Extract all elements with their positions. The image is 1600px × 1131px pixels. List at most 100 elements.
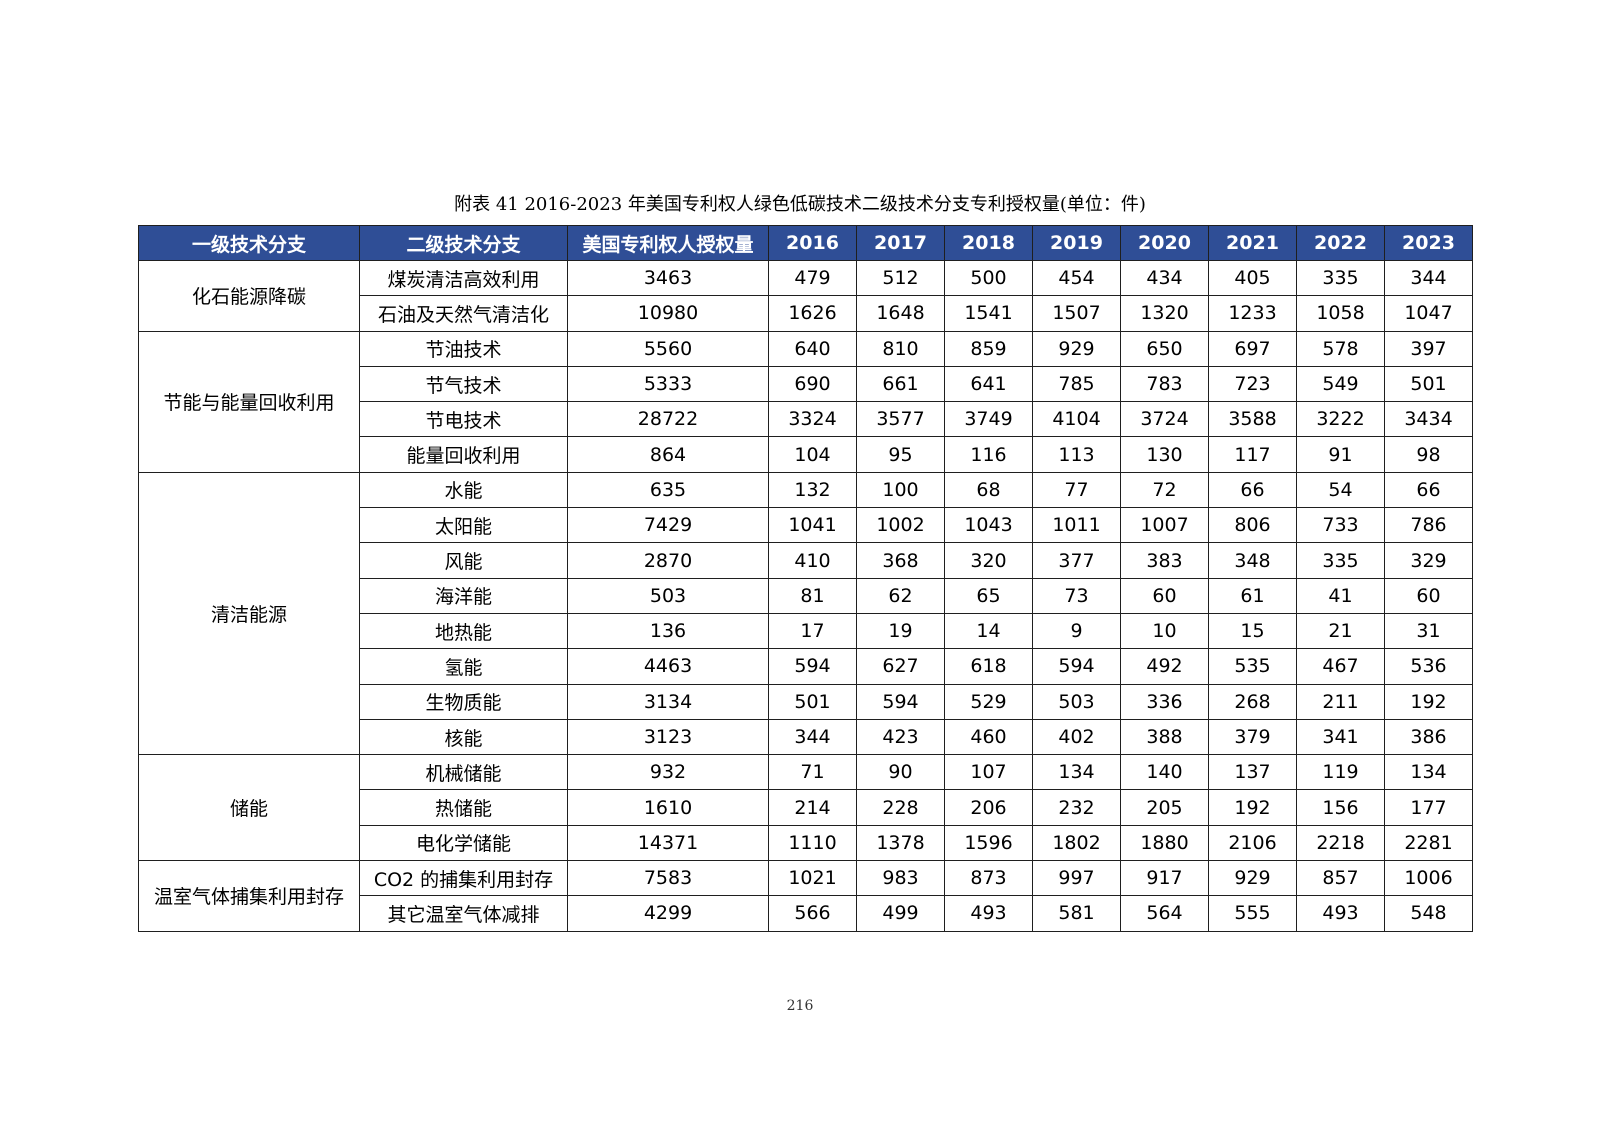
year-value-cell: 21	[1296, 612, 1385, 650]
year-value-cell: 493	[944, 895, 1033, 932]
total-grants-cell: 3123	[567, 718, 769, 756]
level2-branch-cell: 风能	[359, 542, 568, 579]
total-grants-cell: 5333	[567, 365, 769, 403]
year-value-cell: 618	[944, 648, 1033, 685]
year-value-cell: 73	[1032, 577, 1121, 614]
year-value-cell: 344	[1384, 259, 1473, 297]
table-caption: 附表 41 2016-2023 年美国专利权人绿色低碳技术二级技术分支专利授权量…	[454, 194, 1146, 215]
year-value-cell: 650	[1120, 330, 1209, 367]
total-grants-cell: 10980	[567, 295, 769, 332]
year-value-cell: 402	[1032, 718, 1121, 756]
year-value-cell: 499	[856, 895, 945, 932]
level2-branch-cell: 核能	[359, 718, 568, 756]
year-value-cell: 341	[1296, 718, 1385, 756]
year-value-cell: 917	[1120, 860, 1209, 897]
year-value-cell: 434	[1120, 259, 1209, 297]
year-value-cell: 397	[1384, 330, 1473, 367]
table-row: 储能 机械储能 932 71 90 107 134 140 137 119 134	[138, 754, 1473, 862]
year-value-cell: 1880	[1120, 824, 1209, 862]
level2-branch-cell: 能量回收利用	[359, 436, 568, 473]
year-value-cell: 1047	[1384, 295, 1473, 332]
year-value-cell: 3749	[944, 401, 1033, 438]
header-year-2018: 2018	[944, 225, 1033, 261]
year-value-cell: 177	[1384, 789, 1473, 826]
year-value-cell: 214	[768, 789, 857, 826]
total-grants-cell: 7429	[567, 507, 769, 544]
year-value-cell: 873	[944, 860, 1033, 897]
year-value-cell: 549	[1296, 365, 1385, 403]
level2-branch-cell: 电化学储能	[359, 824, 568, 862]
year-value-cell: 2281	[1384, 824, 1473, 862]
year-value-cell: 1011	[1032, 507, 1121, 544]
year-value-cell: 95	[856, 436, 945, 473]
header-year-2021: 2021	[1208, 225, 1297, 261]
year-value-cell: 68	[944, 471, 1033, 509]
level2-branch-cell: 节油技术	[359, 330, 568, 367]
level2-branch-cell: 节电技术	[359, 401, 568, 438]
year-value-cell: 104	[768, 436, 857, 473]
year-value-cell: 641	[944, 365, 1033, 403]
year-value-cell: 336	[1120, 683, 1209, 720]
year-value-cell: 690	[768, 365, 857, 403]
level2-branch-cell: CO2 的捕集利用封存	[359, 860, 568, 897]
year-value-cell: 344	[768, 718, 857, 756]
year-value-cell: 564	[1120, 895, 1209, 932]
year-value-cell: 60	[1120, 577, 1209, 614]
year-value-cell: 512	[856, 259, 945, 297]
year-value-cell: 9	[1032, 612, 1121, 650]
level2-branch-cell: 机械储能	[359, 754, 568, 791]
total-grants-cell: 635	[567, 471, 769, 509]
year-value-cell: 4104	[1032, 401, 1121, 438]
total-grants-cell: 932	[567, 754, 769, 791]
year-value-cell: 17	[768, 612, 857, 650]
year-value-cell: 377	[1032, 542, 1121, 579]
table-row: 化石能源降碳 煤炭清洁高效利用 3463 479 512 500 454 434 405 335 3…	[138, 259, 1473, 332]
patent-grant-table: 一级技术分支 二级技术分支 美国专利权人授权量 2016 2017 2018 2…	[138, 225, 1473, 932]
header-year-2019: 2019	[1032, 225, 1121, 261]
level1-branch-cell: 储能	[138, 754, 360, 862]
year-value-cell: 405	[1208, 259, 1297, 297]
year-value-cell: 627	[856, 648, 945, 685]
year-value-cell: 581	[1032, 895, 1121, 932]
total-grants-cell: 4299	[567, 895, 769, 932]
year-value-cell: 594	[768, 648, 857, 685]
year-value-cell: 1378	[856, 824, 945, 862]
year-value-cell: 460	[944, 718, 1033, 756]
year-value-cell: 1043	[944, 507, 1033, 544]
total-grants-cell: 5560	[567, 330, 769, 367]
year-value-cell: 810	[856, 330, 945, 367]
year-value-cell: 454	[1032, 259, 1121, 297]
year-value-cell: 1041	[768, 507, 857, 544]
year-value-cell: 501	[1384, 365, 1473, 403]
year-value-cell: 3222	[1296, 401, 1385, 438]
year-value-cell: 10	[1120, 612, 1209, 650]
table-row: 节气技术 5333 690 661 641 785 783 723 549 501	[139, 365, 1473, 403]
header-year-2023: 2023	[1384, 225, 1473, 261]
level2-branch-cell: 海洋能	[359, 577, 568, 614]
year-value-cell: 529	[944, 683, 1033, 720]
year-value-cell: 100	[856, 471, 945, 509]
year-value-cell: 335	[1296, 259, 1385, 297]
total-grants-cell: 28722	[567, 401, 769, 438]
year-value-cell: 130	[1120, 436, 1209, 473]
level1-branch-cell: 化石能源降碳	[138, 260, 360, 332]
table-row: 节能与能量回收利用 节油技术 5560 640 810 859 929 650 697 578 39…	[138, 330, 1473, 473]
year-value-cell: 493	[1296, 895, 1385, 932]
table-row: 风能 2870 410 368 320 377 383 348 335 329	[139, 542, 1473, 579]
year-value-cell: 1507	[1032, 295, 1121, 332]
year-value-cell: 71	[768, 754, 857, 791]
level2-branch-cell: 氢能	[359, 648, 568, 685]
year-value-cell: 467	[1296, 648, 1385, 685]
year-value-cell: 3434	[1384, 401, 1473, 438]
total-grants-cell: 2870	[567, 542, 769, 579]
year-value-cell: 368	[856, 542, 945, 579]
year-value-cell: 1648	[856, 295, 945, 332]
total-grants-cell: 3134	[567, 683, 769, 720]
year-value-cell: 997	[1032, 860, 1121, 897]
year-value-cell: 594	[1032, 648, 1121, 685]
year-value-cell: 268	[1208, 683, 1297, 720]
level1-branch-cell: 节能与能量回收利用	[138, 330, 360, 473]
header-year-2022: 2022	[1296, 225, 1385, 261]
year-value-cell: 98	[1384, 436, 1473, 473]
year-value-cell: 1802	[1032, 824, 1121, 862]
